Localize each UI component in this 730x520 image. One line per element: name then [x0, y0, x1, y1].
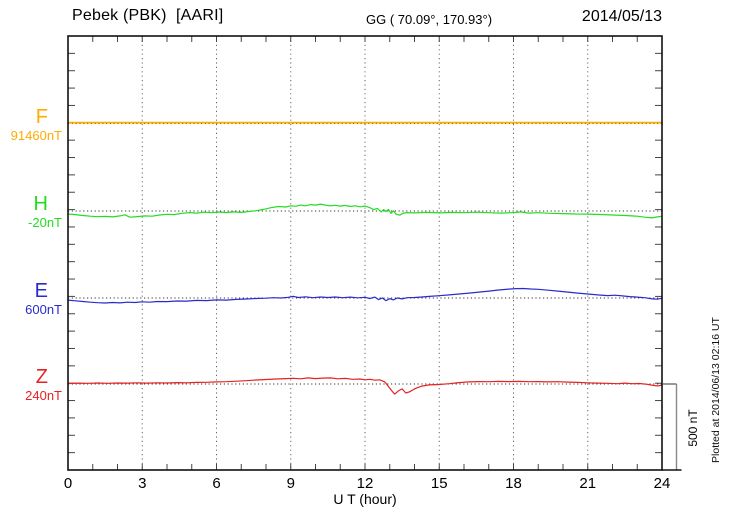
trace-baseline-value-F: 91460nT — [10, 127, 62, 143]
x-tick-label-6: 6 — [212, 475, 221, 492]
x-tick-label-15: 15 — [430, 475, 448, 492]
station-title: Pebek (PBK) [AARI] — [72, 7, 224, 24]
gg-coordinates: GG ( 70.09°, 170.93°) — [366, 12, 493, 27]
trace-E — [67, 287, 663, 304]
trace-label-Z: Z 240nT — [0, 367, 63, 402]
trace-label-H: H -20nT — [0, 194, 63, 229]
trace-label-F: F 91460nT — [0, 107, 63, 142]
trace-Z — [67, 377, 663, 395]
x-tick-label-24: 24 — [653, 475, 671, 492]
trace-letter-H: H — [33, 193, 48, 215]
x-tick-label-18: 18 — [505, 475, 522, 492]
observation-date: 2014/05/13 — [581, 8, 662, 25]
trace-baseline-value-E: 600nT — [25, 302, 62, 317]
plot-frame — [67, 35, 663, 471]
plotted-at-note: Plotted at 2014/06/13 02:16 UT — [710, 317, 722, 463]
x-tick-label-0: 0 — [63, 475, 73, 492]
trace-letter-E: E — [34, 280, 48, 302]
trace-label-E: E 600nT — [0, 281, 63, 316]
trace-letter-F: F — [35, 105, 48, 128]
x-tick-label-3: 3 — [138, 475, 147, 492]
trace-baseline-value-Z: 240nT — [25, 388, 62, 403]
ut-axis-title: U T (hour) — [333, 491, 397, 507]
x-tick-label-12: 12 — [356, 475, 374, 492]
trace-baseline-value-H: -20nT — [28, 215, 62, 230]
x-tick-label-21: 21 — [579, 475, 597, 492]
trace-letter-Z: Z — [35, 366, 48, 388]
scale-bar-label: 500 nT — [686, 409, 700, 447]
x-tick-label-9: 9 — [286, 475, 295, 492]
trace-H — [67, 203, 663, 219]
